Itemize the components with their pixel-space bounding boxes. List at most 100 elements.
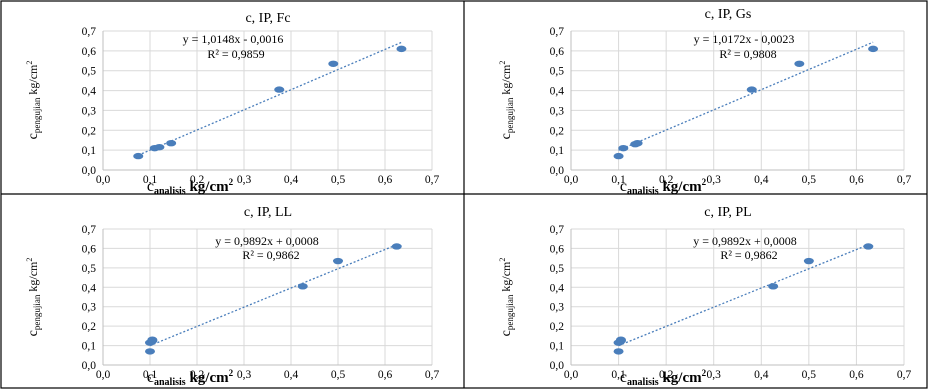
y-tick-label: 0,1 — [550, 145, 565, 157]
y-axis-label: cpengujian kg/cm2 — [25, 258, 42, 337]
data-point — [274, 86, 285, 93]
x-tick-label: 0,2 — [659, 174, 674, 186]
data-point — [154, 143, 165, 151]
y-tick-label: 0,7 — [82, 26, 97, 38]
x-tick-label: 0,4 — [754, 369, 769, 381]
data-point — [133, 152, 144, 160]
data-point — [746, 86, 757, 93]
y-tick-label: 0,0 — [82, 360, 97, 372]
y-tick-label: 0,3 — [82, 105, 97, 117]
data-point — [794, 60, 805, 67]
y-tick-label: 0,1 — [82, 341, 97, 353]
chart-title: c, IP, PL — [704, 205, 751, 220]
data-point — [328, 60, 339, 67]
x-tick-label: 0,7 — [897, 369, 912, 381]
x-axis-label: canalisis kg/cm2 — [620, 368, 707, 388]
chart-1: c, IP, Fc 0,0 0,1 0,2 0,3 0,4 0,5 0,6 0,7 0,0 0,1 0… — [25, 11, 439, 197]
chart-3: c, IP, LL 0,0 0,1 0,2 0,3 0,4 0,5 0,6 0,7 0,0 0,1 0… — [25, 205, 439, 388]
r-squared-label: R² = 0,9808 — [719, 47, 776, 61]
x-tick-label: 0,0 — [96, 174, 111, 186]
data-point — [333, 257, 343, 265]
x-axis-label: canalisis kg/cm2 — [147, 368, 234, 388]
x-tick-label: 0,1 — [143, 174, 158, 186]
y-tick-label: 0,7 — [82, 224, 97, 236]
y-tick-label: 0,6 — [82, 243, 97, 255]
data-point — [863, 243, 874, 250]
data-point — [615, 336, 626, 343]
data-point — [768, 283, 779, 290]
y-tick-label: 0,6 — [550, 46, 565, 58]
y-tick-label: 0,4 — [550, 86, 565, 98]
y-tick-label: 0,0 — [550, 360, 565, 372]
y-tick-label: 0,5 — [550, 263, 565, 275]
trendline-equation: y = 1,0172x - 0,0023 — [694, 32, 795, 46]
y-tick-label: 0,6 — [82, 46, 97, 58]
x-tick-label: 0,0 — [564, 174, 579, 186]
y-tick-label: 0,4 — [82, 282, 97, 294]
y-tick-label: 0,7 — [550, 26, 565, 38]
y-axis-label: cpengujian kg/cm2 — [498, 61, 515, 140]
x-tick-label: 0,7 — [897, 174, 912, 186]
trendline — [618, 244, 869, 347]
data-point — [166, 139, 177, 147]
data-point — [632, 139, 643, 147]
x-tick-label: 0,6 — [849, 174, 864, 186]
y-axis-label: cpengujian kg/cm2 — [498, 258, 515, 337]
data-point — [613, 152, 624, 160]
data-point — [297, 283, 308, 290]
y-tick-label: 0,2 — [550, 321, 565, 333]
x-tick-label: 0,4 — [284, 174, 299, 186]
data-point — [147, 336, 158, 343]
y-axis-label: cpengujian kg/cm2 — [25, 61, 42, 140]
y-tick-label: 0,1 — [550, 341, 565, 353]
x-tick-label: 0,5 — [331, 174, 346, 186]
chart-4: c, IP, PL 0,0 0,1 0,2 0,3 0,4 0,5 0,6 0,7 0,0 0,1 0… — [498, 205, 911, 388]
y-tick-label: 0,5 — [550, 66, 565, 78]
trendline — [149, 244, 397, 347]
trendline-equation: y = 0,9892x + 0,0008 — [693, 234, 797, 248]
x-tick-label: 0,5 — [802, 369, 817, 381]
y-tick-label: 0,3 — [550, 105, 565, 117]
trendline-equation: y = 0,9892x + 0,0008 — [215, 234, 319, 248]
y-tick-label: 0,1 — [82, 145, 97, 157]
x-tick-label: 0,1 — [611, 174, 626, 186]
y-tick-label: 0,0 — [550, 165, 565, 177]
y-tick-label: 0,2 — [82, 321, 97, 333]
y-tick-label: 0,6 — [550, 243, 565, 255]
trendline-equation: y = 1,0148x - 0,0016 — [183, 32, 284, 46]
y-tick-label: 0,4 — [82, 86, 97, 98]
data-point — [396, 45, 407, 53]
x-tick-label: 0,4 — [754, 174, 769, 186]
data-point — [868, 45, 879, 53]
x-tick-label: 0,3 — [237, 369, 252, 381]
x-tick-label: 0,3 — [707, 174, 722, 186]
x-tick-label: 0,7 — [425, 369, 440, 381]
x-tick-label: 0,6 — [849, 369, 864, 381]
data-point — [613, 348, 624, 355]
x-tick-label: 0,7 — [425, 174, 440, 186]
x-axis-label: canalisis kg/cm2 — [147, 177, 234, 197]
y-tick-label: 0,3 — [82, 302, 97, 314]
chart-2: c, IP, Gs 0,0 0,1 0,2 0,3 0,4 0,5 0,6 0,7 0,0 0,1 0… — [498, 7, 911, 197]
x-tick-label: 0,3 — [237, 174, 252, 186]
y-tick-label: 0,5 — [82, 66, 97, 78]
x-tick-label: 0,3 — [707, 369, 722, 381]
y-tick-label: 0,3 — [550, 302, 565, 314]
data-point — [391, 243, 402, 250]
x-tick-label: 0,5 — [802, 174, 817, 186]
y-tick-label: 0,0 — [82, 165, 97, 177]
chart-title: c, IP, Fc — [245, 11, 290, 26]
y-tick-label: 0,2 — [82, 125, 97, 137]
data-point — [145, 348, 155, 355]
x-tick-label: 0,6 — [378, 174, 393, 186]
data-point — [803, 257, 814, 265]
x-tick-label: 0,1 — [143, 369, 158, 381]
r-squared-label: R² = 0,9862 — [242, 248, 299, 262]
data-point — [618, 144, 629, 152]
x-axis-label: canalisis kg/cm2 — [620, 177, 707, 197]
x-tick-label: 0,2 — [190, 369, 205, 381]
y-tick-label: 0,7 — [550, 224, 565, 236]
